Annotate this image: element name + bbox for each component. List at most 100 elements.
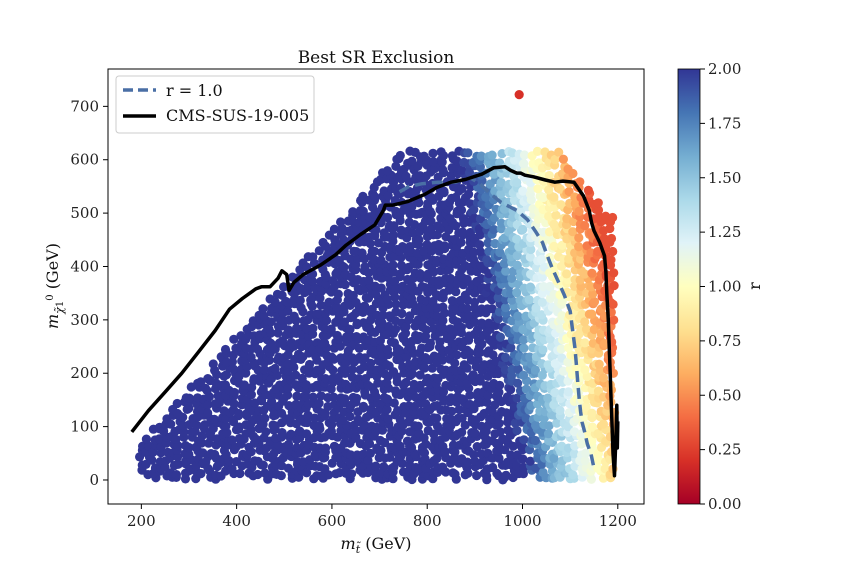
scatter-point bbox=[277, 428, 287, 438]
scatter-point bbox=[531, 420, 541, 430]
scatter-point bbox=[487, 453, 498, 463]
scatter-point bbox=[438, 165, 448, 175]
scatter-point bbox=[489, 169, 499, 179]
scatter-point bbox=[360, 301, 370, 311]
scatter-point bbox=[537, 288, 547, 299]
scatter-point bbox=[587, 436, 597, 446]
scatter-point bbox=[580, 365, 590, 375]
scatter-point bbox=[468, 370, 478, 380]
scatter-point bbox=[407, 369, 417, 379]
scatter-point bbox=[580, 456, 590, 466]
scatter-point bbox=[409, 220, 420, 230]
scatter-point bbox=[512, 425, 522, 436]
scatter-point bbox=[445, 273, 456, 284]
scatter-point bbox=[377, 318, 387, 328]
scatter-point bbox=[593, 386, 604, 396]
scatter-point bbox=[587, 422, 598, 432]
scatter-point bbox=[470, 428, 480, 438]
scatter-point bbox=[141, 434, 151, 444]
scatter-point bbox=[545, 281, 555, 292]
scatter-point bbox=[251, 434, 262, 445]
scatter-point bbox=[589, 297, 600, 307]
scatter-point bbox=[494, 387, 504, 397]
scatter-point bbox=[401, 377, 411, 388]
scatter-point bbox=[454, 405, 464, 415]
scatter-point bbox=[437, 355, 447, 365]
scatter-point bbox=[369, 246, 380, 256]
scatter-point bbox=[555, 405, 565, 416]
scatter-point bbox=[402, 233, 412, 243]
scatter-point bbox=[556, 344, 566, 354]
scatter-point bbox=[519, 343, 529, 353]
scatter-point bbox=[364, 439, 375, 449]
scatter-point bbox=[358, 206, 368, 216]
scatter-point bbox=[395, 269, 405, 279]
scatter-point bbox=[544, 421, 554, 431]
scatter-point bbox=[495, 332, 505, 342]
scatter-point bbox=[371, 461, 381, 471]
scatter-point bbox=[332, 330, 342, 341]
scatter-point bbox=[396, 225, 406, 235]
scatter-point bbox=[580, 269, 590, 279]
scatter-point bbox=[234, 371, 244, 382]
scatter-point bbox=[458, 227, 468, 237]
scatter-point bbox=[383, 414, 393, 424]
scatter-point bbox=[171, 434, 181, 444]
scatter-point bbox=[292, 323, 302, 333]
scatter-point bbox=[401, 322, 411, 332]
scatter-point bbox=[320, 464, 330, 474]
scatter-point bbox=[435, 337, 445, 347]
scatter-point bbox=[221, 450, 231, 460]
scatter-point bbox=[322, 315, 332, 326]
scatter-point bbox=[451, 221, 461, 231]
x-tick-label: 1000 bbox=[503, 512, 541, 530]
scatter-point bbox=[184, 393, 195, 403]
scatter-point bbox=[537, 254, 547, 264]
scatter-point bbox=[363, 455, 373, 465]
scatter-point bbox=[284, 439, 294, 449]
scatter-point bbox=[580, 317, 590, 327]
scatter-point bbox=[246, 447, 256, 457]
scatter-point bbox=[388, 474, 398, 484]
scatter-point bbox=[457, 413, 467, 423]
scatter-point bbox=[192, 420, 202, 430]
scatter-point bbox=[273, 328, 283, 338]
scatter-point bbox=[550, 154, 560, 165]
scatter-point bbox=[395, 441, 405, 451]
colorbar-tick-label: 1.75 bbox=[708, 114, 741, 132]
scatter-point bbox=[564, 186, 574, 197]
scatter-point bbox=[227, 435, 237, 445]
scatter-point bbox=[166, 419, 176, 429]
scatter-point bbox=[438, 302, 448, 312]
scatter-point bbox=[347, 365, 357, 375]
scatter-point bbox=[462, 304, 472, 314]
scatter-point bbox=[463, 148, 473, 158]
scatter-point bbox=[432, 421, 443, 431]
scatter-point bbox=[447, 296, 457, 306]
scatter-point bbox=[469, 297, 480, 307]
scatter-point bbox=[475, 247, 485, 257]
scatter-point bbox=[242, 362, 252, 372]
scatter-point bbox=[549, 192, 559, 202]
y-tick-label: 500 bbox=[70, 204, 99, 222]
scatter-point bbox=[501, 266, 511, 276]
scatter-point bbox=[462, 345, 472, 355]
scatter-point bbox=[495, 380, 505, 390]
colorbar-tick-label: 0.00 bbox=[708, 495, 741, 513]
scatter-point bbox=[501, 408, 511, 418]
scatter-point bbox=[489, 225, 499, 235]
scatter-point bbox=[295, 295, 305, 305]
scatter-point bbox=[229, 387, 239, 398]
scatter-point bbox=[564, 254, 574, 264]
scatter-point bbox=[519, 435, 529, 445]
scatter-point bbox=[348, 290, 358, 301]
scatter-point bbox=[328, 365, 338, 375]
scatter-points bbox=[135, 90, 620, 485]
scatter-point bbox=[596, 329, 606, 339]
scatter-point bbox=[283, 390, 293, 400]
scatter-point bbox=[549, 241, 559, 251]
scatter-point bbox=[519, 150, 530, 160]
scatter-point bbox=[525, 456, 535, 466]
x-axis: 200 400 600 800 1000 1200 bbox=[127, 504, 637, 530]
scatter-point bbox=[388, 267, 398, 277]
